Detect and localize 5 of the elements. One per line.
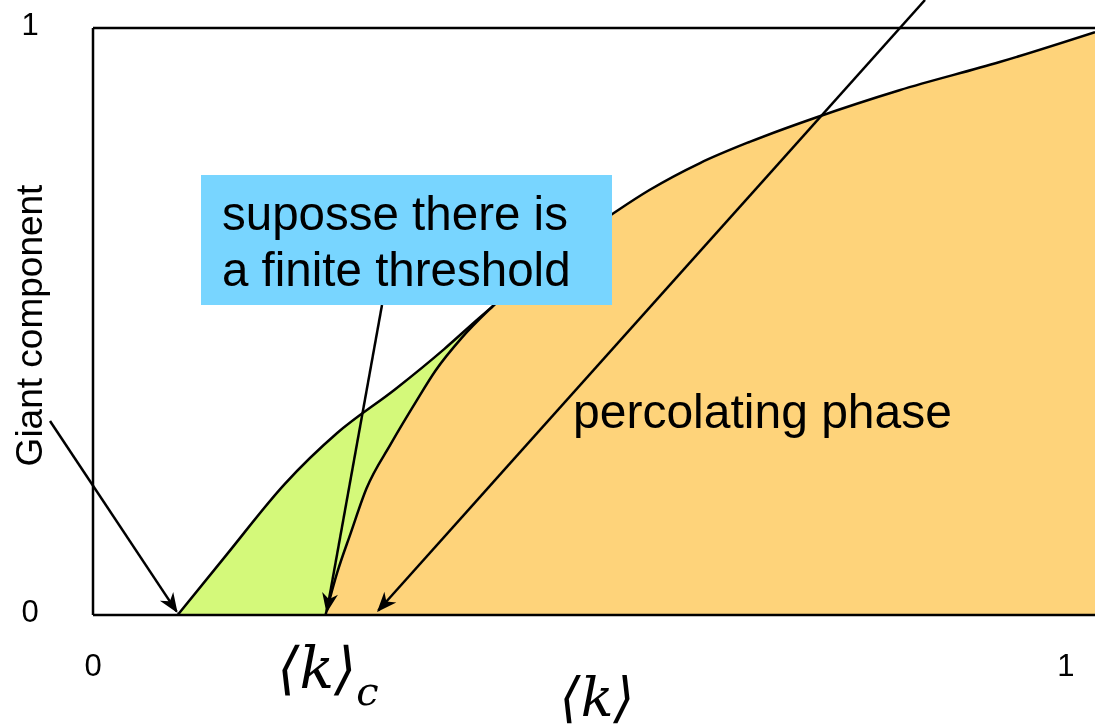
annotation: percolating phase	[573, 385, 952, 438]
text: ⟨k⟩$_{c}$	[277, 635, 379, 714]
x-axis-title: ⟨k⟩	[559, 666, 635, 728]
annotation: suposse there is a finite threshold	[201, 175, 612, 305]
y-axis-title: Giant component	[8, 183, 50, 467]
